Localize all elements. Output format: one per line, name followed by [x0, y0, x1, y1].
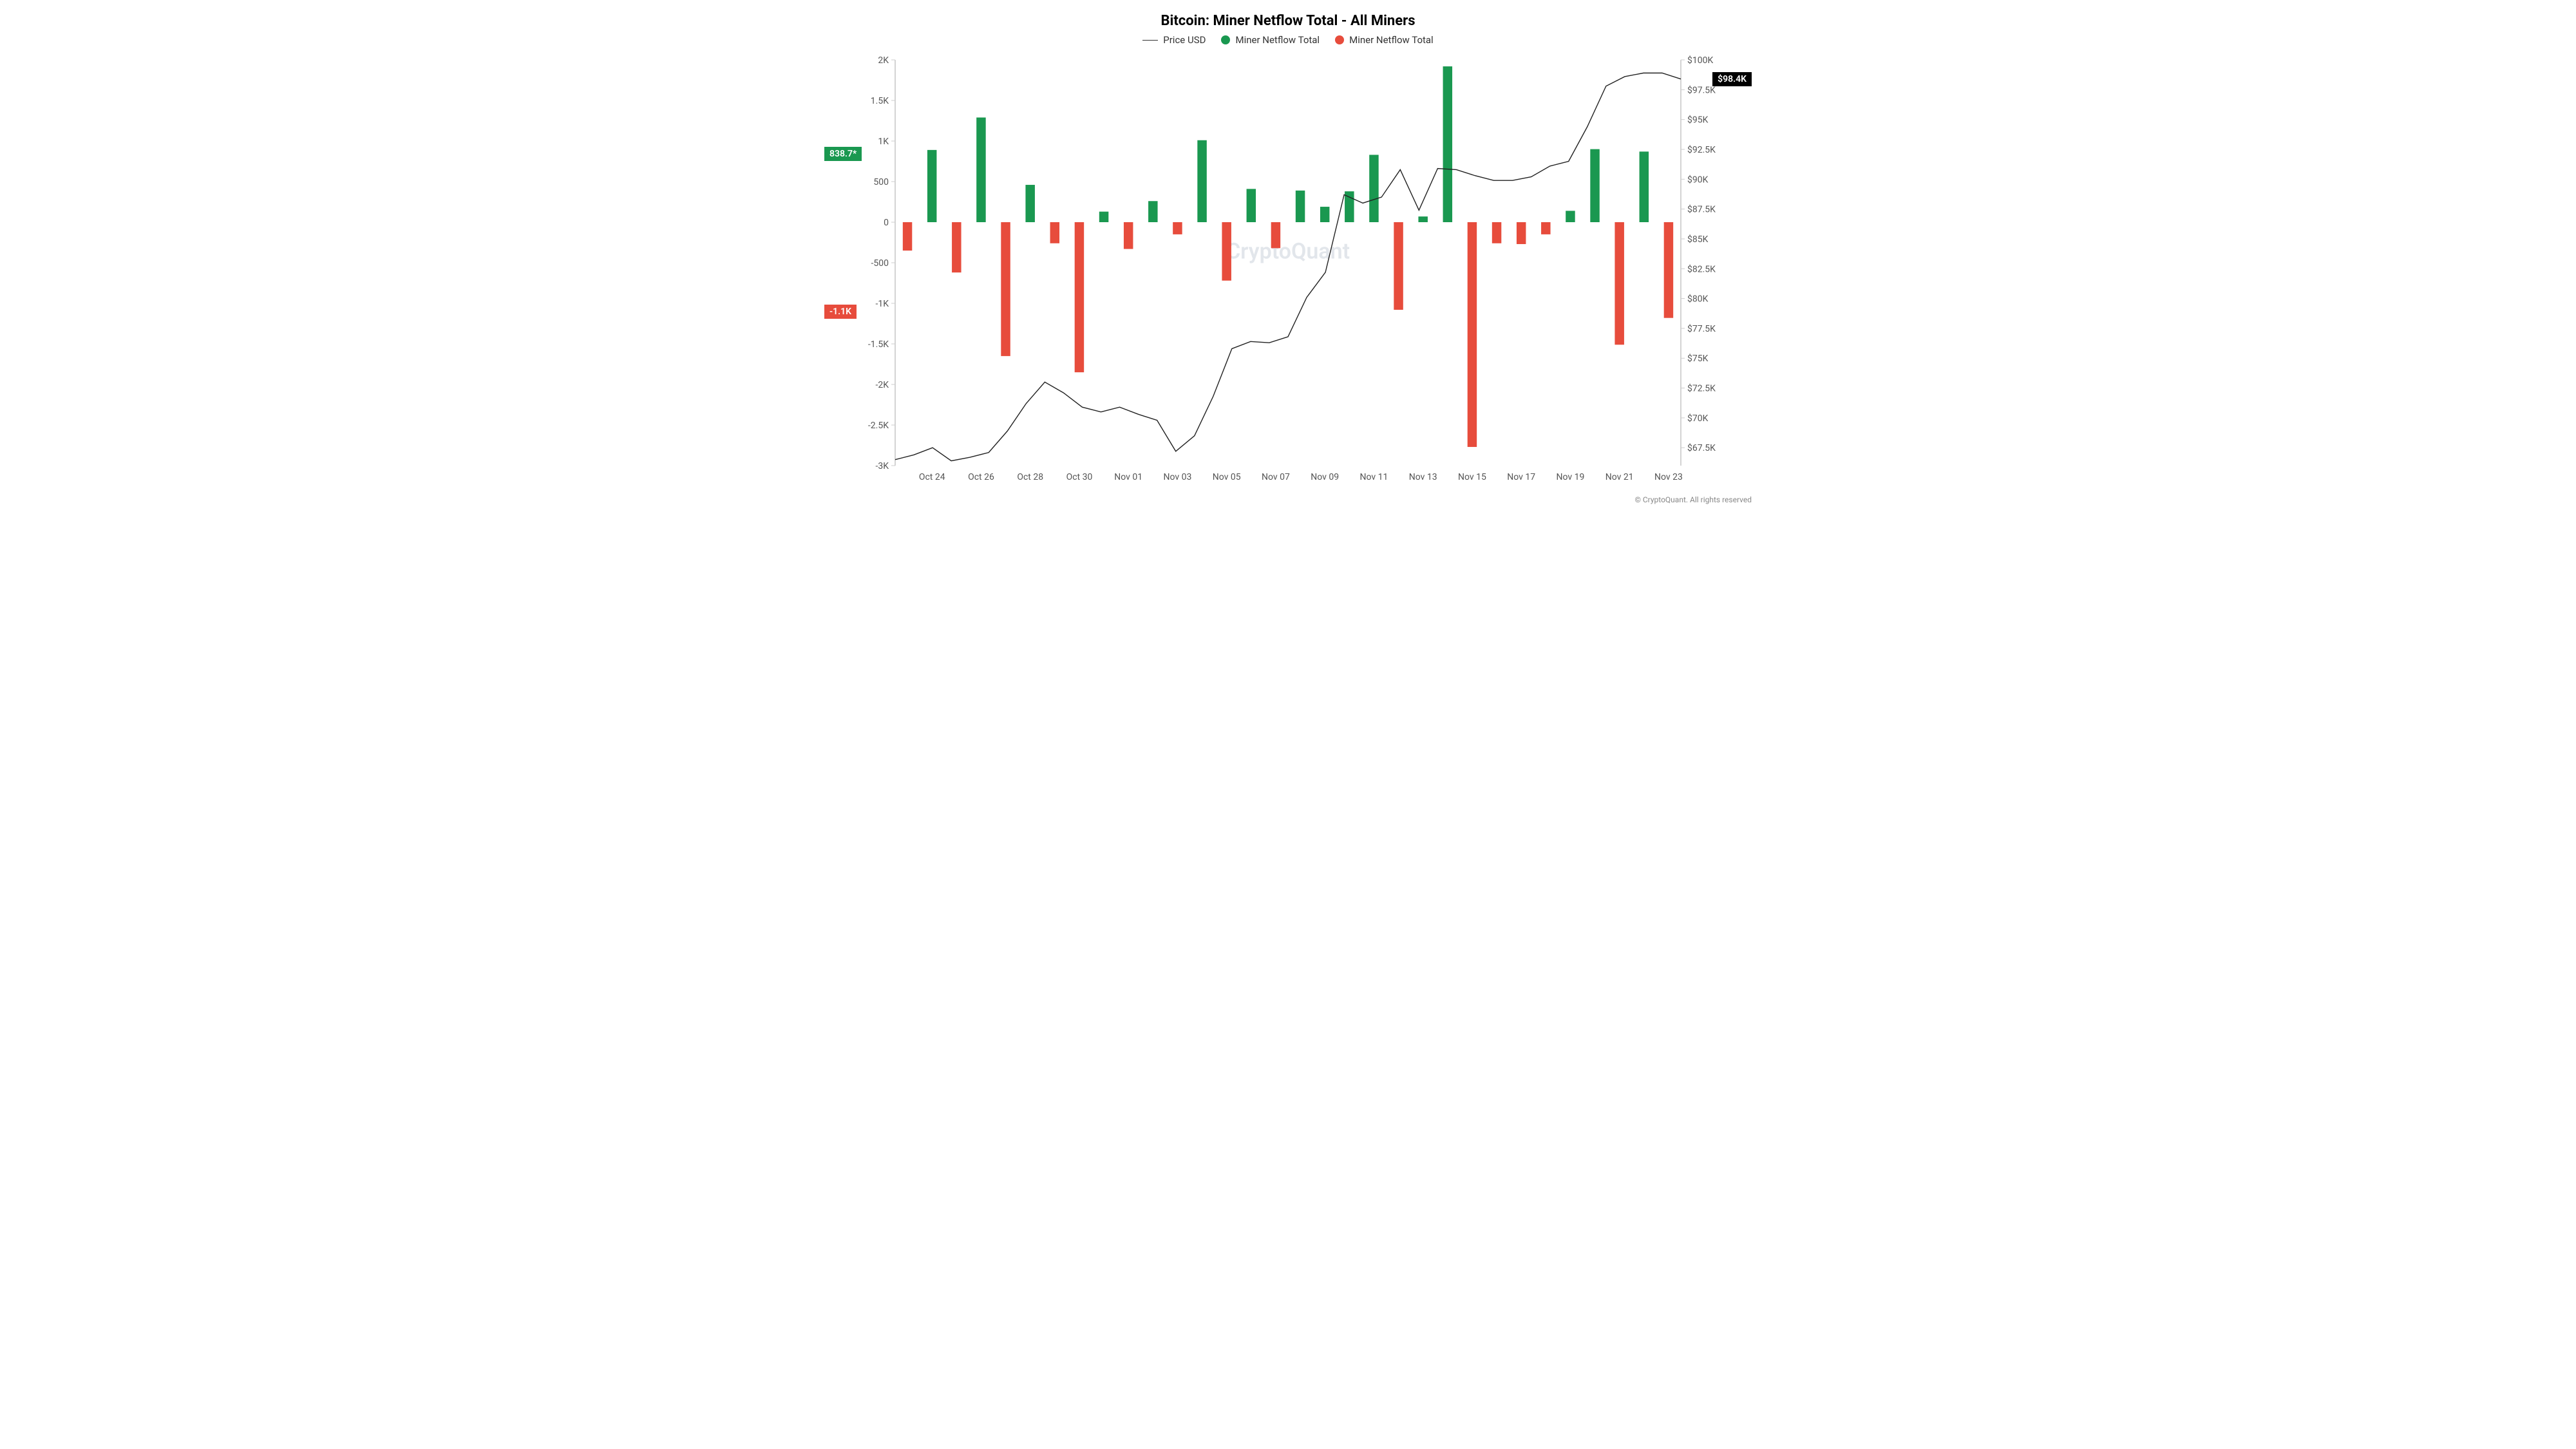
chart-title: Bitcoin: Miner Netflow Total - All Miner…: [824, 13, 1752, 29]
svg-text:0: 0: [884, 218, 889, 228]
svg-text:$100K: $100K: [1687, 55, 1713, 66]
legend-item: Price USD: [1142, 34, 1206, 46]
svg-text:$90K: $90K: [1687, 174, 1709, 185]
svg-text:-500: -500: [871, 258, 889, 269]
chart-svg: -3K -2.5K -2K -1.5K -1K -500 0 500 1K 1.5K 2K $67.5…: [824, 53, 1752, 491]
legend-item: Miner Netflow Total: [1221, 34, 1320, 46]
legend-dot-swatch: [1221, 35, 1230, 44]
svg-text:1K: 1K: [878, 137, 889, 147]
svg-text:$82.5K: $82.5K: [1687, 263, 1716, 274]
svg-text:$70K: $70K: [1687, 413, 1709, 424]
svg-text:Nov 15: Nov 15: [1458, 472, 1486, 482]
svg-text:Oct 30: Oct 30: [1066, 472, 1093, 482]
left-value-badge: 838.7*: [824, 147, 862, 161]
svg-text:$92.5K: $92.5K: [1687, 144, 1716, 155]
svg-text:$67.5K: $67.5K: [1687, 442, 1716, 453]
svg-text:Nov 05: Nov 05: [1213, 472, 1241, 482]
svg-text:Nov 09: Nov 09: [1311, 472, 1339, 482]
left-value-badge: -1.1K: [824, 305, 857, 319]
svg-text:$87.5K: $87.5K: [1687, 204, 1716, 215]
plot-area: -3K -2.5K -2K -1.5K -1K -500 0 500 1K 1.5K 2K $67.5…: [824, 53, 1752, 491]
svg-text:CryptoQuant: CryptoQuant: [1226, 239, 1350, 265]
svg-text:500: 500: [873, 177, 889, 187]
price-end-badge: $98.4K: [1712, 72, 1752, 86]
legend-label: Price USD: [1163, 34, 1206, 46]
svg-text:Nov 01: Nov 01: [1114, 472, 1142, 482]
svg-text:-3K: -3K: [875, 461, 889, 471]
svg-text:-2.5K: -2.5K: [868, 421, 889, 431]
legend-item: Miner Netflow Total: [1335, 34, 1434, 46]
svg-text:Nov 19: Nov 19: [1557, 472, 1585, 482]
chart-footer: © CryptoQuant. All rights reserved: [824, 495, 1752, 504]
svg-text:-1.5K: -1.5K: [868, 339, 889, 350]
legend-label: Miner Netflow Total: [1349, 34, 1434, 46]
svg-text:-2K: -2K: [875, 380, 889, 390]
svg-text:Nov 13: Nov 13: [1409, 472, 1437, 482]
legend-line-swatch: [1142, 40, 1158, 41]
legend-dot-swatch: [1335, 35, 1344, 44]
svg-text:$85K: $85K: [1687, 234, 1709, 245]
svg-text:$77.5K: $77.5K: [1687, 323, 1716, 334]
svg-text:Oct 28: Oct 28: [1017, 472, 1043, 482]
svg-text:$75K: $75K: [1687, 353, 1709, 364]
chart-legend: Price USD Miner Netflow Total Miner Netflo…: [824, 34, 1752, 46]
svg-text:$95K: $95K: [1687, 115, 1709, 126]
svg-text:Nov 17: Nov 17: [1507, 472, 1535, 482]
svg-text:$80K: $80K: [1687, 294, 1709, 305]
svg-text:Nov 11: Nov 11: [1360, 472, 1388, 482]
svg-text:1.5K: 1.5K: [871, 96, 889, 106]
chart-container: Bitcoin: Miner Netflow Total - All Miner…: [824, 13, 1752, 504]
svg-text:Oct 26: Oct 26: [968, 472, 994, 482]
svg-text:$72.5K: $72.5K: [1687, 383, 1716, 394]
svg-text:2K: 2K: [878, 55, 889, 66]
svg-text:-1K: -1K: [875, 299, 889, 309]
svg-text:$97.5K: $97.5K: [1687, 84, 1716, 95]
svg-text:Nov 23: Nov 23: [1654, 472, 1683, 482]
svg-text:Oct 24: Oct 24: [919, 472, 945, 482]
svg-text:Nov 21: Nov 21: [1605, 472, 1634, 482]
legend-label: Miner Netflow Total: [1235, 34, 1320, 46]
svg-text:Nov 07: Nov 07: [1262, 472, 1290, 482]
svg-text:Nov 03: Nov 03: [1164, 472, 1192, 482]
